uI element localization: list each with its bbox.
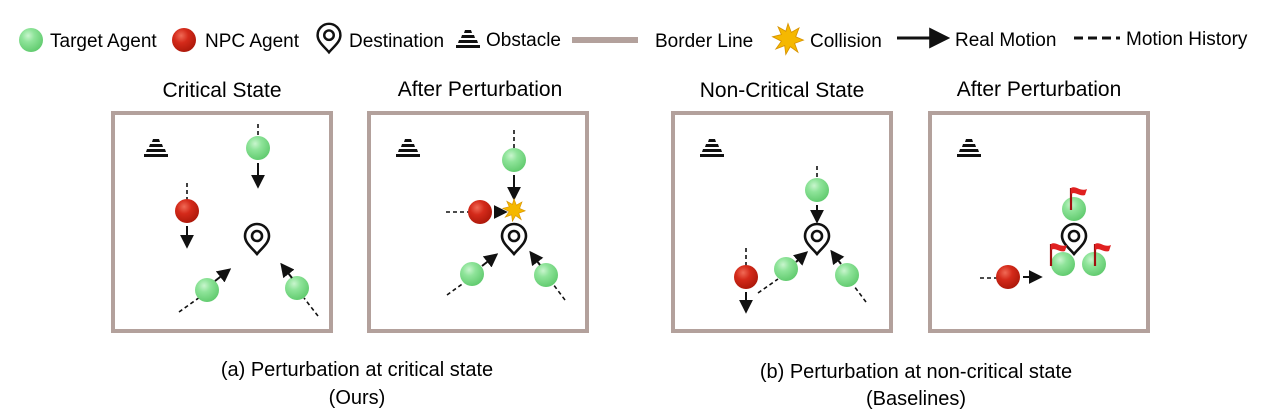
target-agent <box>774 257 798 281</box>
target-agent <box>1051 252 1075 276</box>
target-agent <box>534 263 558 287</box>
legend-motion-history-label: Motion History <box>1126 29 1248 50</box>
real-motion-arrow <box>481 253 499 268</box>
panel-after-perturbation-critical <box>367 111 589 333</box>
panel-4-title: After Perturbation <box>957 78 1122 101</box>
target-agent-icon <box>19 28 43 52</box>
real-motion-arrow <box>280 262 295 279</box>
target-agent <box>1062 197 1086 221</box>
panel-2-title: After Perturbation <box>398 78 563 101</box>
legend-collision-label: Collision <box>810 31 882 52</box>
panel-after-perturbation-non-critical <box>928 111 1150 333</box>
obstacle-icon <box>456 30 480 48</box>
panel-3-title: Non-Critical State <box>700 79 865 102</box>
caption-a-line-1: (a) Perturbation at critical state <box>221 359 493 381</box>
legend-obstacle: Obstacle <box>456 30 561 51</box>
npc-agent-icon <box>172 28 196 52</box>
legend-destination: Destination <box>316 22 444 54</box>
npc-agent <box>468 200 492 224</box>
legend-obstacle-label: Obstacle <box>486 30 561 51</box>
legend-border-line: Border Line <box>572 31 753 52</box>
target-agent <box>195 278 219 302</box>
legend-collision: Collision <box>772 23 882 55</box>
legend-real-motion-label: Real Motion <box>955 30 1056 51</box>
npc-agent <box>175 199 199 223</box>
motion-history-line <box>178 296 201 313</box>
npc-agent <box>734 265 758 289</box>
motion-history-line <box>446 281 466 296</box>
caption-a-line-2: (Ours) <box>329 387 386 409</box>
legend-motion-history: Motion History <box>1074 29 1248 50</box>
motion-history-line <box>303 297 319 317</box>
real-motion-arrow <box>214 268 232 283</box>
npc-agent <box>996 265 1020 289</box>
target-agent <box>835 263 859 287</box>
real-motion-arrow <box>830 249 845 266</box>
motion-history-line <box>552 283 566 301</box>
legend-npc-agent-label: NPC Agent <box>205 31 300 52</box>
collision-icon <box>772 23 804 55</box>
real-motion-arrow <box>792 251 809 266</box>
motion-history-line <box>853 285 867 303</box>
legend-npc-agent: NPC Agent <box>172 28 300 52</box>
legend-target-agent: Target Agent <box>19 28 157 52</box>
panel-critical-state <box>111 111 333 333</box>
target-agent <box>502 148 526 172</box>
caption-b-line-2: (Baselines) <box>866 388 966 410</box>
legend-destination-label: Destination <box>349 31 444 52</box>
real-motion-arrow <box>529 250 544 267</box>
target-agent <box>460 262 484 286</box>
panel-non-critical-state <box>671 111 893 333</box>
legend-target-agent-label: Target Agent <box>50 31 157 52</box>
legend-border-line-label: Border Line <box>655 31 753 52</box>
legend: Target Agent NPC Agent Destination Obsta… <box>19 22 1248 55</box>
target-agent <box>805 178 829 202</box>
target-agent <box>285 276 309 300</box>
panel-1-title: Critical State <box>162 79 281 102</box>
caption-b-line-1: (b) Perturbation at non-critical state <box>760 361 1072 383</box>
target-agent <box>246 136 270 160</box>
destination-icon <box>316 22 342 54</box>
legend-real-motion: Real Motion <box>897 27 1056 51</box>
